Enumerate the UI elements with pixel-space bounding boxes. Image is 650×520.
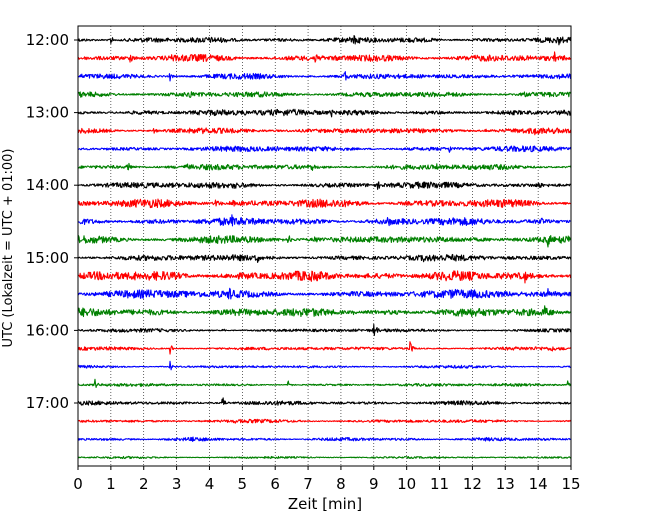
x-tick-label: 4 [205,475,215,493]
seismic-trace-1345 [77,162,572,171]
x-tick-label: 6 [270,475,280,493]
plot-frame [77,25,572,467]
seismic-trace-1645 [77,378,572,389]
seismic-trace-1300 [77,108,572,118]
seismic-trace-1400 [77,181,572,190]
y-axis-ticks: 12:00 13:00 14:00 15:00 16:00 17:00 [26,31,78,412]
y-tick-label: 17:00 [26,394,69,412]
seismic-trace-1530 [77,287,572,300]
seismic-trace-1500 [77,253,572,263]
seismic-trace-1745 [77,455,572,460]
y-tick-label: 12:00 [26,31,69,49]
y-axis-label: UTC (Lokalzeit = UTC + 01:00) [1,149,16,348]
y-tick-label: 13:00 [26,104,69,122]
seismic-trace-1545 [77,305,572,318]
seismic-trace-1630 [77,360,572,371]
x-tick-label: 2 [139,475,149,493]
y-tick-label: 16:00 [26,321,69,339]
x-tick-label: 14 [529,475,548,493]
x-tick-label: 10 [397,475,416,493]
seismic-trace-1215 [77,51,572,63]
x-tick-label: 7 [303,475,313,493]
x-tick-label: 12 [463,475,482,493]
seismic-trace-1700 [77,397,572,406]
y-tick-label: 14:00 [26,176,69,194]
x-tick-label: 5 [238,475,248,493]
seismic-trace-1230 [77,71,572,82]
seismic-trace-1415 [77,198,572,209]
seismic-traces [77,35,572,460]
seismic-trace-1445 [77,235,572,248]
seismic-trace-1330 [77,145,572,153]
seismic-trace-1315 [77,127,572,136]
x-tick-label: 9 [369,475,379,493]
seismic-trace-1730 [77,436,572,442]
x-tick-label: 0 [73,475,83,493]
x-tick-label: 3 [172,475,182,493]
seismic-trace-1515 [77,270,572,284]
y-tick-label: 15:00 [26,249,69,267]
x-tick-label: 13 [496,475,515,493]
seismic-trace-1245 [77,91,572,98]
x-tick-label: 1 [106,475,116,493]
seismic-trace-1615 [77,341,572,355]
x-axis-ticks: 0 1 2 3 4 5 6 7 8 9 10 11 12 13 14 15 [73,466,581,493]
seismic-trace-1200 [77,35,572,46]
seismic-trace-1715 [77,418,572,424]
x-tick-label: 11 [430,475,449,493]
x-axis-label: Zeit [min] [288,495,362,513]
grid-lines [110,26,539,466]
seismic-trace-1430 [77,214,572,227]
x-tick-label: 15 [561,475,580,493]
seismic-trace-1600 [77,323,572,337]
x-tick-label: 8 [336,475,346,493]
